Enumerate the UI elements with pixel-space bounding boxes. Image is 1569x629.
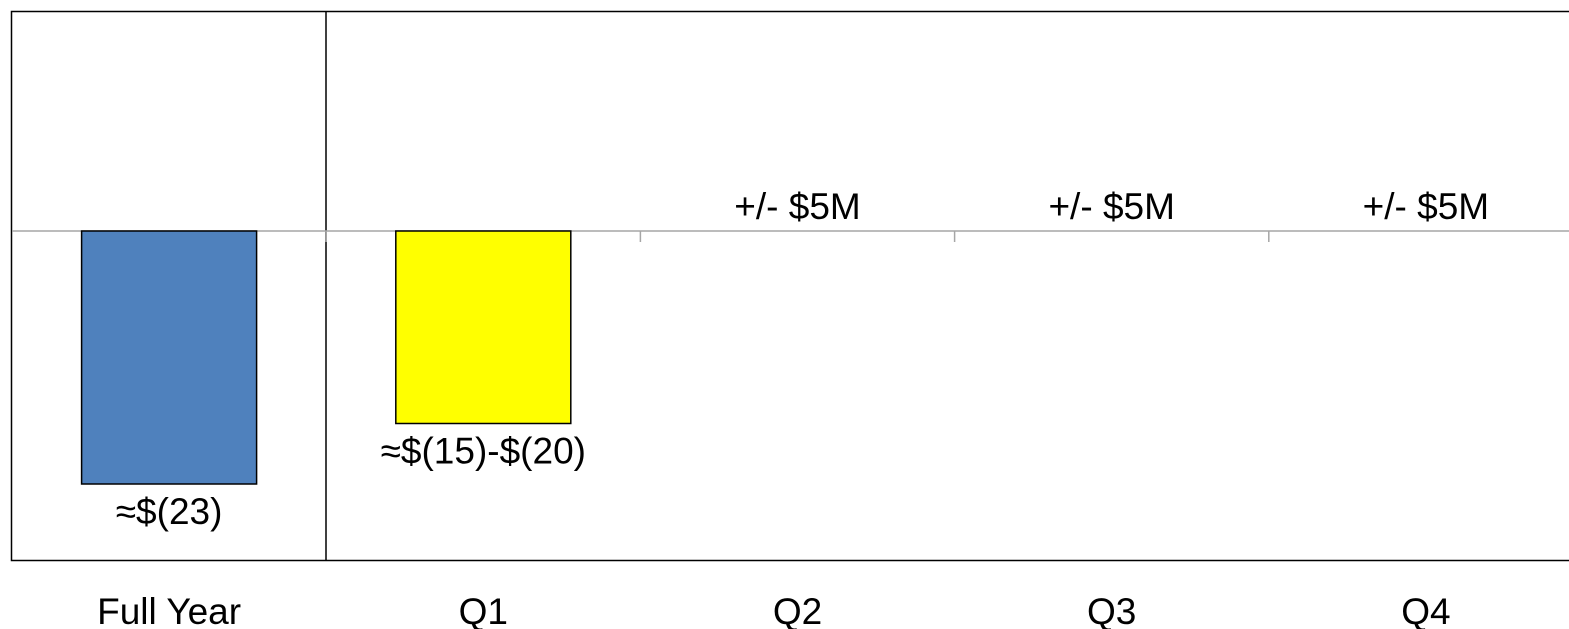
data-label-q2: +/- $5M	[734, 186, 860, 227]
category-label-full-year: Full Year	[97, 591, 241, 629]
plot-frame	[10, 10, 1569, 562]
data-label-full-year: ≈$(23)	[116, 491, 223, 532]
category-label-q4: Q4	[1401, 591, 1450, 629]
bar-q1	[395, 230, 572, 425]
data-label-q4: +/- $5M	[1363, 186, 1489, 227]
category-label-q2: Q2	[773, 591, 822, 629]
category-label-q1: Q1	[459, 591, 508, 629]
data-label-q1: ≈$(15)-$(20)	[381, 431, 586, 472]
bar-full-year	[80, 230, 258, 485]
category-label-q3: Q3	[1087, 591, 1136, 629]
data-label-q3: +/- $5M	[1048, 186, 1174, 227]
